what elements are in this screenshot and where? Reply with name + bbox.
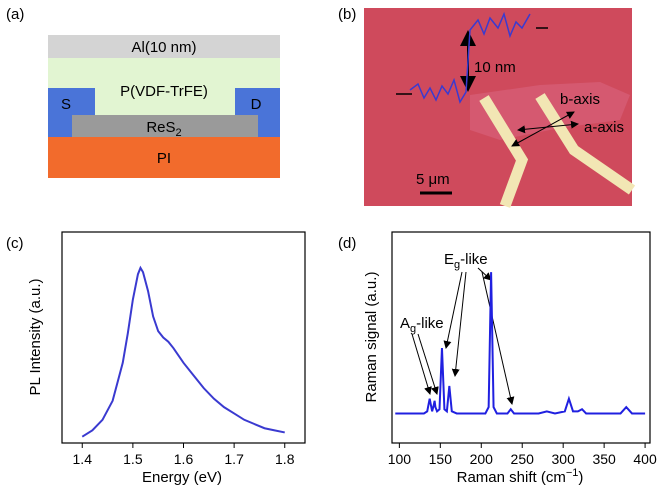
layer-label: P(VDF-TrFE) [120,83,208,100]
x-tick-label: 200 [470,451,494,467]
plot-frame [61,231,306,444]
al-layer [48,35,280,58]
layer-label: Al(10 nm) [131,39,196,56]
micrograph: 10 nm b-axis a-axis 5 μm [364,8,636,208]
y-axis-label: Raman signal (a.u.) [363,272,380,403]
pi-layer [48,137,280,178]
x-tick-label: 1.4 [73,451,93,467]
x-tick-label: 150 [429,451,453,467]
x-tick-label: 300 [552,451,576,467]
height-label: 10 nm [474,59,516,76]
x-tick-label: 1.6 [174,451,194,467]
text: E [444,251,454,268]
panel-label: (b) [338,6,356,23]
text: ) [578,469,583,486]
x-axis-label: Energy (eV) [142,469,222,486]
res2-layer [72,115,258,137]
text: A [400,315,410,332]
annotation: Eg-like [444,251,488,271]
axis-label: b-axis [560,91,600,108]
text: −1 [566,467,579,479]
arrow [417,333,439,395]
annotation: Ag-like [400,315,444,335]
x-tick-label: 400 [633,451,657,467]
panel-label: (a) [6,6,24,23]
height-profile [409,11,531,104]
arrow [411,333,432,395]
electrode [479,95,529,208]
data-line [395,272,646,415]
x-tick-label: 250 [511,451,535,467]
arrow [477,267,492,281]
layer-label: D [251,96,262,113]
device-schematic: Al(10 nm) P(VDF-TrFE) S D ReS2 PI [48,35,280,178]
x-tick-label: 100 [388,451,412,467]
panel-label: (d) [338,235,356,252]
arrow [481,271,515,405]
b-axis-arrow [511,111,575,147]
data-line [81,265,285,438]
text: g [410,323,416,335]
x-tick-label: 1.5 [123,451,143,467]
text: g [454,259,460,271]
layer-label: S [61,96,71,113]
y-axis-label: PL Intensity (a.u.) [27,278,44,395]
scale-label: 5 μm [416,171,450,188]
axis-label: a-axis [584,119,624,136]
x-tick-label: 350 [592,451,616,467]
text: Raman shift (cm [457,469,566,486]
panel-label: (c) [6,235,24,252]
arrow [451,271,467,377]
text: ReS [146,119,175,136]
layer-label: ReS2 [146,119,181,139]
annotation-arrows [411,267,515,405]
plot-frame [391,231,651,444]
text: -like [460,251,488,268]
x-axis-label: Raman shift (cm−1) [457,467,584,486]
text: -like [416,315,444,332]
x-tick-label: 1.7 [224,451,244,467]
x-tick-label: 1.8 [275,451,295,467]
layer-label: PI [157,150,171,167]
text: 2 [176,127,182,139]
arrow [443,271,463,349]
